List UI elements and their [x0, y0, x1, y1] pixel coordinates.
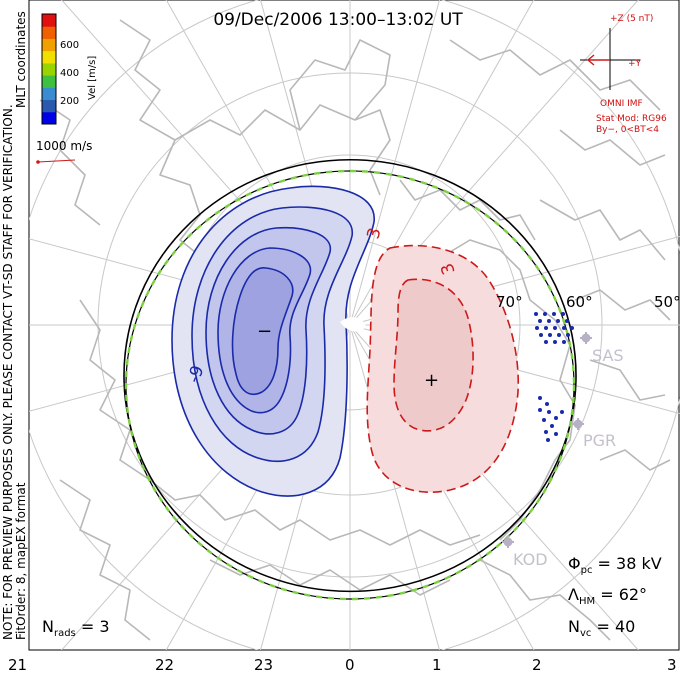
imf-z-label: +Z (5 nT) — [610, 14, 653, 24]
latitude-label-50: 50° — [654, 293, 680, 311]
mlt-label-22: 22 — [155, 656, 174, 674]
negative-potential-cell: − -9 — [171, 185, 375, 497]
colorbar-segment — [42, 62, 56, 76]
latitude-label-70: 70° — [496, 293, 523, 311]
colorbar-segment — [42, 87, 56, 101]
colorbar-segment — [42, 99, 56, 113]
mlt-label-23: 23 — [254, 656, 273, 674]
negative-contour-label: -9 — [184, 363, 209, 386]
radar-vectors — [534, 312, 574, 442]
radar-label-sas: SAS — [592, 346, 624, 365]
colorbar-segment — [42, 75, 56, 88]
colorbar-tick-200: 200 — [60, 96, 79, 107]
cross-polar-potential: Φpc = 38 kV — [568, 554, 662, 576]
preview-note: NOTE: FOR PREVIEW PURPOSES ONLY. PLEASE … — [1, 104, 15, 640]
vector-scale-label: 1000 m/s — [36, 139, 92, 153]
stat-model-conditions: By−, 0<BT<4 — [596, 125, 659, 135]
positive-center-mark: + — [424, 370, 439, 391]
mlt-label-1: 1 — [432, 656, 442, 674]
stat-model: Stat Mod: RG96 — [596, 114, 667, 124]
positive-contour-label: 3 — [364, 226, 386, 242]
velocity-colorbar — [41, 13, 57, 125]
radar-site-markers — [502, 332, 592, 548]
colorbar-tick-400: 400 — [60, 68, 79, 79]
radar-label-pgr: PGR — [583, 431, 616, 450]
negative-center-mark: − — [257, 321, 272, 342]
map-title: 09/Dec/2006 13:00–13:02 UT — [213, 10, 463, 30]
mlt-label-2: 2 — [532, 656, 542, 674]
imf-y-label: +Y — [628, 59, 642, 69]
mlt-label-21: 21 — [8, 656, 27, 674]
imf-clock-dial — [580, 28, 640, 90]
positive-potential-cell: + 3 3 — [364, 226, 520, 494]
colorbar-segment — [42, 50, 56, 64]
mlt-label-3: 3 — [667, 656, 677, 674]
latitude-label-60: 60° — [566, 293, 593, 311]
imf-source: OMNI IMF — [600, 99, 643, 109]
heppner-maynard-latitude: ΛHM = 62° — [568, 585, 647, 607]
colorbar-label: Vel [m/s] — [87, 56, 98, 100]
colorbar-segment — [42, 38, 56, 52]
radar-label-kod: KOD — [513, 550, 548, 569]
colorbar-tick-600: 600 — [60, 40, 79, 51]
mlt-label-0: 0 — [345, 656, 355, 674]
vector-scale-arrow — [37, 159, 76, 163]
colorbar-segment — [42, 14, 56, 27]
colorbar-segment — [42, 26, 56, 39]
fit-order-note: FitOrder: 8, mapEX format — [14, 482, 28, 640]
heppner-maynard-boundary — [123, 158, 577, 601]
coordinate-system-label: MLT coordinates — [14, 11, 28, 108]
colorbar-segment — [42, 111, 56, 125]
vector-count: Nvc = 40 — [568, 617, 635, 639]
radar-count: Nrads = 3 — [42, 617, 110, 639]
